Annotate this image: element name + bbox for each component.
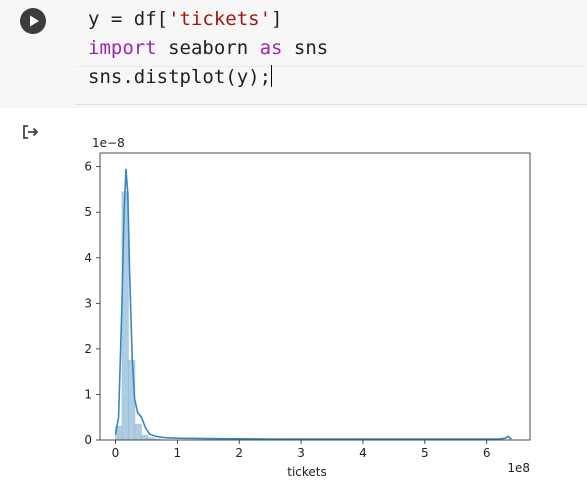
y-tick-label: 3	[84, 296, 92, 310]
code-line: y = df['tickets']	[88, 5, 328, 34]
code-text[interactable]: y = df['tickets'] import seaborn as sns sn…	[88, 5, 328, 92]
x-axis-label: tickets	[287, 465, 327, 479]
play-icon	[30, 15, 39, 27]
code-line: import seaborn as sns	[88, 34, 328, 63]
code-token: sns	[282, 37, 329, 59]
code-line: sns.distplot(y);	[88, 63, 328, 92]
text-cursor	[271, 65, 273, 87]
code-editor[interactable]	[75, 0, 587, 105]
code-keyword: import	[88, 37, 157, 59]
y-offset-label: 1e−8	[92, 136, 125, 150]
code-token: y = df[	[88, 8, 169, 30]
output-arrow-icon	[23, 125, 39, 139]
x-offset-label: 1e8	[507, 461, 530, 475]
hist-bar	[128, 360, 136, 441]
code-token: ]	[271, 8, 283, 30]
output-area: 0 1 2 3 4 5 6 0 1 2 3 4 5 6 1e−8 1e8 tickets	[0, 108, 587, 488]
y-tick-label: 6	[84, 160, 92, 174]
code-token: seaborn	[156, 37, 260, 59]
code-line-separator	[76, 66, 586, 67]
y-tick-label: 0	[84, 433, 92, 447]
run-cell-button[interactable]	[20, 8, 46, 34]
hist-bar	[141, 435, 149, 441]
hist-bar	[134, 423, 142, 441]
x-tick-label: 1	[174, 446, 182, 460]
plot-frame	[99, 152, 531, 441]
code-string: 'tickets'	[168, 8, 272, 30]
y-tick-label: 4	[84, 251, 92, 265]
y-tick-label: 2	[84, 342, 92, 356]
kde-line	[114, 168, 512, 440]
x-tick-label: 5	[421, 446, 429, 460]
x-tick-label: 2	[235, 446, 243, 460]
x-tick-label: 6	[483, 446, 491, 460]
x-tick-label: 4	[359, 446, 367, 460]
code-token: sns.distplot(y);	[88, 66, 272, 88]
code-cell: y = df['tickets'] import seaborn as sns sn…	[0, 0, 587, 108]
code-keyword: as	[259, 37, 283, 59]
y-tick-label: 5	[84, 205, 92, 219]
x-tick-label: 0	[112, 446, 120, 460]
y-tick-label: 1	[84, 387, 92, 401]
x-tick-label: 3	[297, 446, 305, 460]
